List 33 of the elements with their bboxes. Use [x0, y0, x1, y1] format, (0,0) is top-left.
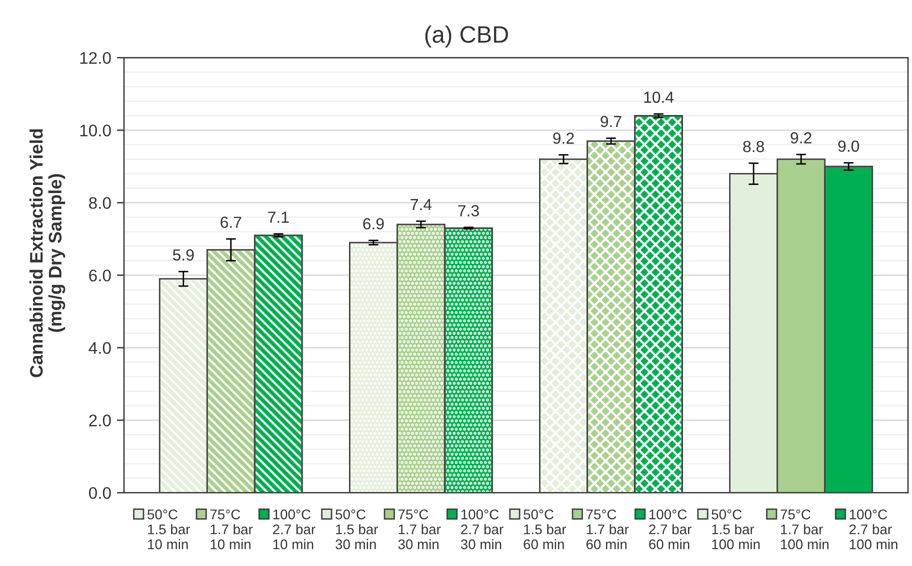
legend-label: 75°C 1.7 bar 10 min	[210, 509, 253, 550]
data-label: 9.0	[838, 140, 860, 152]
legend-label: 50°C 1.5 bar 30 min	[336, 509, 378, 550]
data-label: 5.9	[172, 249, 194, 261]
legend-label: 75°C 1.7 bar 60 min	[586, 509, 629, 550]
y-tick-label: 6.0	[89, 270, 111, 282]
data-label: 9.7	[600, 116, 622, 128]
chart-title: (a) CBD	[425, 25, 508, 48]
y-tick-label: 12.0	[80, 52, 111, 64]
data-label: 7.4	[410, 199, 432, 210]
y-tick-label: 8.0	[89, 197, 111, 209]
legend-label: 100°C 2.7 bar 60 min	[649, 509, 692, 550]
data-label: 7.3	[458, 205, 479, 216]
legend-label: 75°C 1.7 bar 100 min	[780, 509, 828, 550]
y-tick-label: 2.0	[89, 414, 111, 426]
legend-label: 50°C 1.5 bar 10 min	[148, 509, 190, 550]
data-label: 8.8	[743, 140, 764, 152]
legend-label: 75°C 1.7 bar 30 min	[398, 509, 441, 550]
legend-label: 100°C 2.7 bar 10 min	[273, 509, 316, 550]
legend-label: 50°C 1.5 bar 60 min	[524, 509, 566, 550]
y-tick-label: 4.0	[88, 342, 111, 354]
data-label: 9.2	[790, 132, 812, 144]
y-tick-label: 10.0	[80, 124, 111, 136]
data-label: 6.9	[363, 218, 384, 230]
data-label: 7.1	[268, 212, 289, 223]
legend-label: 50°C 1.5 bar 100 min	[712, 509, 760, 550]
legend-label: 100°C 2.7 bar 30 min	[460, 509, 504, 550]
y-tick-label: 0.0	[88, 487, 111, 499]
data-label: 9.2	[553, 132, 574, 144]
data-label: 6.7	[220, 216, 242, 228]
data-label: 10.4	[644, 92, 674, 103]
y-axis-title: Cannabinoid Extraction Yield (mg/g Dry Sample)	[29, 129, 66, 378]
legend-label: 100°C 2.7 bar 100 min	[850, 509, 898, 550]
